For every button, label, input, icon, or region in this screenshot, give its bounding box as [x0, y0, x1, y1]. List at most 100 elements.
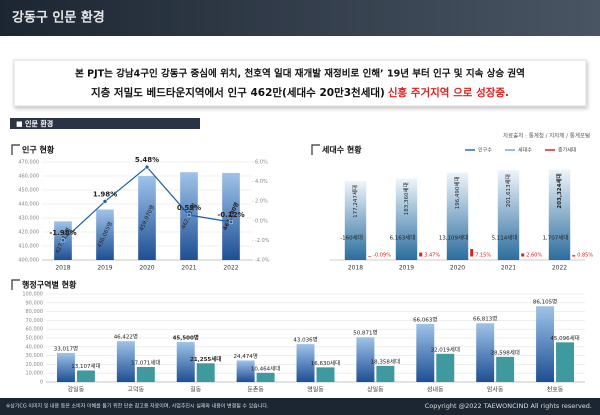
value-label: 45,500명: [173, 333, 199, 341]
x-tick-label: 상일동: [367, 386, 384, 394]
rate-point: [144, 164, 150, 170]
y-tick-label: 450,000: [18, 188, 39, 194]
x-tick-label: 2020: [139, 265, 154, 272]
y2-tick-label: 6.0%: [255, 160, 268, 166]
change-label: 5,114세대: [492, 234, 518, 242]
value-label: 18,358세대: [371, 357, 400, 365]
footer-bar: [0, 398, 600, 415]
headline-box: [13, 59, 587, 107]
bar: [116, 341, 135, 382]
y2-tick-label: -4.0%: [255, 258, 270, 264]
y-tick-label: 0: [40, 380, 43, 386]
bar: [536, 306, 555, 382]
rate-point: [228, 219, 234, 225]
bar: [496, 356, 515, 382]
heading-bracket: [311, 144, 320, 155]
y2-tick-label: 2.0%: [255, 199, 268, 205]
rate-label: 1.98%: [93, 190, 117, 198]
rate-bar: [572, 255, 576, 257]
value-label: 16,630세대: [311, 359, 340, 367]
y-tick-label: 440,000: [18, 202, 39, 208]
header-title: 강동구 인문 환경: [12, 10, 105, 26]
change-label: 1,707세대: [543, 234, 569, 242]
value-label: 66,063명: [413, 316, 437, 323]
headline-text: 지층 저밀도 베드타운지역에서 인구 462만(세대수 20만3천세대): [91, 86, 385, 99]
x-tick-label: 2022: [223, 265, 238, 272]
rate-bar: [521, 253, 525, 257]
rate-label: -0.09%: [373, 253, 391, 259]
x-tick-label: 2020: [450, 265, 465, 272]
rate-point: [60, 237, 66, 243]
rate-bar: [368, 256, 372, 257]
chart-title: 인구 현황: [22, 145, 55, 155]
legend-label: 인구수: [478, 147, 492, 154]
rate-label: 0.59%: [177, 204, 201, 212]
change-label: -160세대: [340, 234, 363, 242]
y-tick-label: 100,000: [22, 292, 43, 298]
bar: [497, 170, 520, 260]
rate-label: 5.48%: [135, 156, 159, 164]
bar: [556, 342, 575, 382]
y-tick-label: 430,000: [18, 216, 39, 222]
value-label: 196,490세대: [453, 176, 461, 209]
y2-tick-label: 0.0%: [255, 218, 268, 224]
legend-label: 세대수: [518, 147, 532, 154]
bar: [256, 372, 275, 382]
bar: [476, 323, 495, 382]
rate-label: 7.15%: [475, 253, 491, 259]
change-label: 6,163세대: [390, 234, 416, 242]
bar: [316, 367, 335, 382]
y-tick-label: 70,000: [26, 318, 44, 324]
header-bar: [0, 0, 600, 36]
bar: [222, 172, 240, 260]
headline-highlight: 신흥 주거지역 으로 성장중.: [388, 86, 509, 99]
x-tick-label: 2019: [399, 265, 414, 272]
x-tick-label: 2022: [552, 265, 567, 272]
value-label: 201,613세대: [504, 174, 512, 207]
bar: [96, 209, 114, 260]
y-tick-label: 30,000: [26, 353, 44, 359]
value-label: 13,107세대: [71, 362, 100, 370]
x-tick-label: 2019: [97, 265, 112, 272]
bar: [395, 178, 418, 260]
section-title: ■ 인문 환경: [16, 119, 53, 128]
bar: [356, 337, 375, 382]
value-label: 33,017명: [54, 345, 78, 352]
value-label: 28,598세대: [490, 348, 519, 356]
rate-label: 2.60%: [526, 253, 542, 259]
bar: [196, 363, 215, 382]
value-label: 86,105명: [533, 299, 557, 306]
headline-line2: 지층 저밀도 베드타운지역에서 인구 462만(세대수 20만3천세대) 신흥 주…: [91, 86, 509, 99]
bar: [236, 360, 255, 382]
value-label: 177,247세대: [351, 185, 359, 218]
bar: [136, 366, 155, 382]
x-tick-label: 강일동: [68, 386, 85, 394]
x-tick-label: 고덕동: [128, 387, 145, 394]
copyright: Copyright @2022 TAEWONCIND All rights re…: [425, 402, 592, 410]
bar: [344, 181, 367, 260]
bar: [176, 341, 195, 382]
rate-bar: [419, 252, 423, 257]
bar: [436, 353, 455, 382]
y2-tick-label: 4.0%: [255, 179, 268, 185]
y-tick-label: 460,000: [18, 174, 39, 180]
bar: [56, 352, 75, 382]
value-label: 21,255세대: [190, 355, 221, 363]
y-tick-label: 80,000: [26, 309, 44, 315]
rate-label: -0.12%: [217, 211, 244, 219]
value-label: 50,871명: [353, 330, 377, 337]
bar: [446, 172, 469, 260]
value-label: 66,813명: [473, 316, 497, 323]
x-tick-label: 2018: [55, 265, 70, 272]
headline-line1: 본 PJT는 강남4구인 강동구 중심에 위치, 천호역 일대 재개발 재정비로…: [75, 68, 525, 80]
bar: [296, 344, 315, 382]
x-tick-label: 암사동: [487, 386, 504, 394]
rate-label: 0.85%: [577, 253, 593, 259]
y-tick-label: 50,000: [26, 336, 44, 342]
y-tick-label: 420,000: [18, 230, 39, 236]
change-label: 13,109세대: [439, 234, 468, 242]
y-tick-label: 470,000: [18, 160, 39, 166]
y2-tick-label: -2.0%: [255, 238, 270, 244]
